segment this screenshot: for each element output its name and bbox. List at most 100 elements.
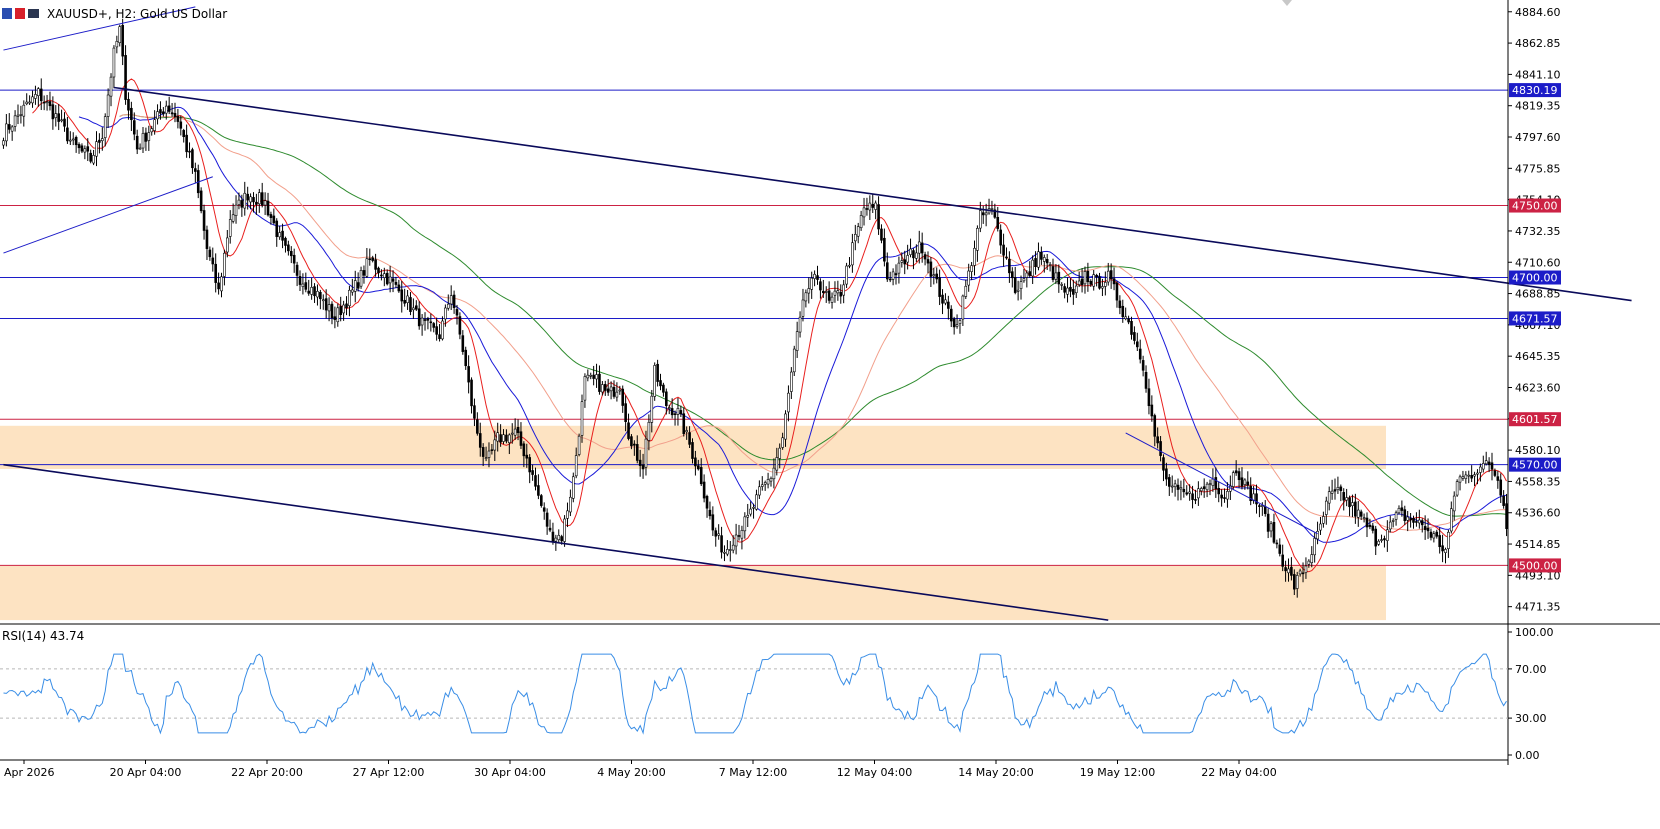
candle-24 [71, 132, 75, 146]
candle-32 [95, 131, 98, 167]
candle-122 [356, 272, 360, 292]
candle-body [7, 124, 11, 130]
candle-411 [1197, 481, 1200, 506]
candle-264 [769, 476, 773, 487]
candle-body [1438, 535, 1441, 548]
candle-328 [955, 314, 959, 329]
candle-body [473, 405, 476, 419]
candle-body [330, 303, 334, 319]
candle-body [1106, 270, 1110, 283]
candle-body [885, 262, 889, 280]
candle-472 [1374, 525, 1378, 556]
trend-line-4 [1125, 432, 1318, 535]
candle-241 [702, 474, 706, 503]
candle-body [1316, 531, 1319, 540]
candle-body [435, 326, 438, 335]
candle-body [182, 130, 186, 138]
candle-body [1231, 472, 1235, 487]
candle-65 [191, 147, 194, 174]
candles-layer [2, 18, 1508, 598]
candle-body [944, 299, 947, 304]
candle-111 [324, 289, 328, 319]
candle-108 [316, 284, 319, 306]
y-tick-label: 4775.85 [1515, 162, 1561, 175]
candle-474 [1380, 534, 1383, 543]
candle-body [1197, 488, 1200, 499]
candle-95 [278, 225, 281, 240]
candle-485 [1412, 515, 1415, 529]
candle-body [446, 303, 450, 309]
candlestick-mode-icon[interactable] [28, 9, 39, 18]
candle-body [356, 282, 360, 289]
candle-body [638, 459, 642, 466]
candle-body [1386, 529, 1389, 541]
candle-body [478, 433, 482, 448]
candle-52 [153, 110, 156, 135]
candle-225 [656, 359, 659, 387]
candle-body [272, 215, 276, 224]
candle-466 [1356, 501, 1360, 527]
candle-94 [275, 218, 279, 247]
rsi-tick-label: 70.00 [1515, 663, 1547, 676]
candle-body [711, 514, 715, 531]
candle-313 [912, 248, 915, 270]
candle-186 [542, 502, 546, 520]
candle-58 [170, 102, 174, 117]
candle-450 [1310, 546, 1314, 568]
candle-body [650, 395, 654, 423]
candle-495 [1441, 534, 1444, 563]
shift-marker-icon[interactable] [1282, 0, 1292, 6]
candle-211 [615, 382, 619, 402]
candle-body [1153, 415, 1157, 437]
candle-68 [199, 187, 203, 214]
candle-121 [353, 270, 357, 303]
chart-window-icon[interactable] [2, 8, 12, 19]
chart-toggle-icon[interactable] [15, 8, 25, 19]
candle-428 [1246, 471, 1250, 490]
x-tick-label: 20 Apr 04:00 [110, 766, 182, 779]
candle-142 [414, 300, 418, 312]
candle-127 [371, 255, 374, 263]
candle-body [653, 365, 656, 397]
candle-233 [679, 405, 683, 418]
candle-body [115, 41, 119, 48]
candle-body [763, 482, 767, 485]
candle-285 [830, 292, 834, 309]
candle-body [1406, 516, 1409, 521]
candle-body [1409, 518, 1412, 521]
candle-484 [1409, 512, 1412, 528]
candle-body [342, 304, 345, 314]
candle-body [1025, 272, 1029, 278]
candle-435 [1266, 508, 1270, 539]
candle-body [481, 447, 485, 457]
candle-body [615, 391, 619, 398]
candle-body [618, 389, 622, 392]
candle-424 [1234, 460, 1238, 476]
candle-15 [45, 94, 49, 111]
candle-443 [1290, 557, 1293, 581]
candle-320 [932, 267, 936, 285]
candle-body [571, 476, 575, 499]
candle-body [1121, 305, 1125, 317]
candle-27 [80, 143, 84, 154]
y-tick-label: 4841.10 [1515, 68, 1561, 81]
candle-156 [455, 304, 459, 325]
candle-body [1295, 575, 1299, 589]
candle-59 [173, 102, 177, 123]
candle-345 [1005, 247, 1008, 260]
candle-248 [723, 545, 726, 562]
candle-body [952, 318, 956, 328]
candle-body [1258, 505, 1261, 507]
candle-body [595, 374, 598, 380]
candle-274 [798, 311, 802, 338]
candle-329 [958, 318, 962, 334]
candle-140 [409, 292, 412, 316]
candle-174 [508, 433, 511, 455]
candle-body [519, 431, 523, 446]
candle-body [909, 248, 912, 255]
level-tag-4601.57 [1509, 412, 1561, 427]
candle-body [961, 295, 965, 320]
candle-368 [1072, 279, 1075, 305]
